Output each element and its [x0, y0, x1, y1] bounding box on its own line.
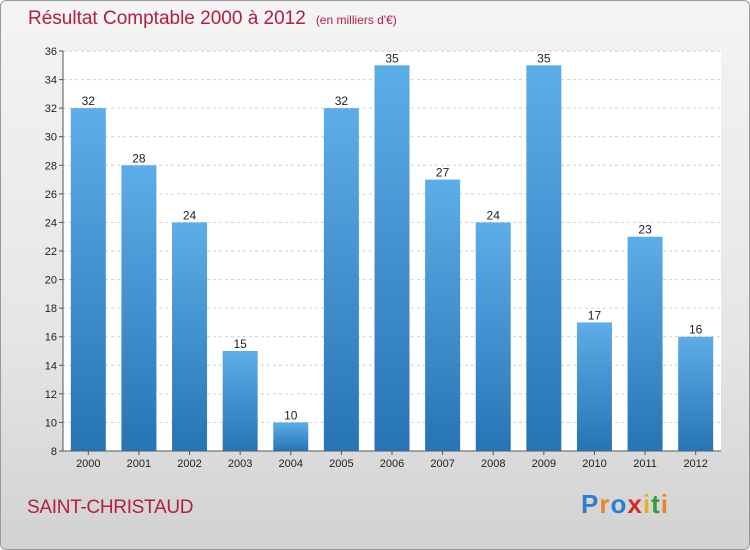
- bar-value-label: 28: [132, 151, 146, 165]
- bar-2006: [374, 65, 410, 452]
- bar-2008: [475, 222, 511, 451]
- bar-2011: [627, 236, 663, 451]
- logo-letter: r: [599, 489, 611, 519]
- chart-title: Résultat Comptable 2000 à 2012 (en millie…: [28, 8, 397, 30]
- x-tick-label: 2011: [633, 458, 657, 470]
- bar-2007: [425, 179, 461, 452]
- x-tick-label: 2009: [532, 458, 556, 470]
- y-tick-label: 20: [45, 275, 57, 287]
- x-tick-label: 2000: [76, 458, 100, 470]
- x-tick-label: 2012: [683, 458, 707, 470]
- x-tick-label: 2003: [228, 458, 252, 470]
- y-tick-label: 10: [45, 417, 57, 429]
- bar-2001: [121, 165, 157, 452]
- bar-2003: [222, 351, 258, 451]
- y-tick-label: 14: [45, 360, 57, 372]
- bar-value-label: 32: [82, 94, 96, 108]
- y-tick-label: 22: [45, 246, 57, 258]
- bar-value-label: 10: [284, 408, 298, 422]
- bar-2012: [678, 336, 714, 451]
- bar-value-label: 24: [487, 208, 501, 222]
- y-tick-label: 32: [45, 103, 57, 115]
- bar-2000: [70, 108, 106, 452]
- bar-2010: [576, 322, 612, 451]
- x-tick-label: 2006: [380, 458, 404, 470]
- bar-value-label: 16: [689, 323, 703, 337]
- y-tick-label: 18: [45, 303, 57, 315]
- x-tick-label: 2002: [177, 458, 201, 470]
- bar-value-label: 35: [385, 51, 399, 65]
- logo-letter: x: [627, 489, 643, 519]
- x-tick-label: 2010: [582, 458, 606, 470]
- y-tick-label: 24: [45, 217, 57, 229]
- y-tick-label: 34: [45, 75, 57, 87]
- commune-name: SAINT-CHRISTAUD: [27, 497, 194, 518]
- logo-letter: i: [660, 489, 669, 519]
- bar-value-label: 35: [537, 51, 551, 65]
- x-tick-label: 2008: [481, 458, 505, 470]
- y-tick-label: 36: [45, 46, 57, 58]
- y-tick-label: 28: [45, 160, 57, 172]
- bar-value-label: 15: [233, 337, 247, 351]
- y-tick-label: 12: [45, 389, 57, 401]
- chart-title-unit: (en milliers d'€): [315, 13, 397, 27]
- bar-value-label: 24: [183, 208, 197, 222]
- y-tick-label: 16: [45, 332, 57, 344]
- x-tick-label: 2001: [127, 458, 151, 470]
- x-tick-label: 2005: [329, 458, 353, 470]
- logo-letter: P: [581, 489, 600, 519]
- bar-value-label: 27: [436, 166, 450, 180]
- proxiti-logo: Proxiti: [581, 489, 669, 520]
- x-tick-label: 2004: [279, 458, 303, 470]
- y-tick-label: 26: [45, 189, 57, 201]
- bar-value-label: 32: [335, 94, 349, 108]
- bar-2004: [273, 422, 309, 451]
- bar-2002: [172, 222, 208, 451]
- logo-letter: i: [642, 489, 652, 519]
- bar-2009: [526, 65, 562, 452]
- x-tick-label: 2007: [430, 458, 454, 470]
- logo-letter: t: [651, 489, 661, 519]
- bar-2005: [323, 108, 359, 452]
- bar-value-label: 17: [588, 308, 602, 322]
- y-tick-label: 8: [51, 446, 57, 458]
- chart-title-main: Résultat Comptable 2000 à 2012: [28, 8, 306, 29]
- logo-letter: o: [610, 489, 628, 519]
- y-tick-label: 30: [45, 132, 57, 144]
- bar-value-label: 23: [638, 223, 652, 237]
